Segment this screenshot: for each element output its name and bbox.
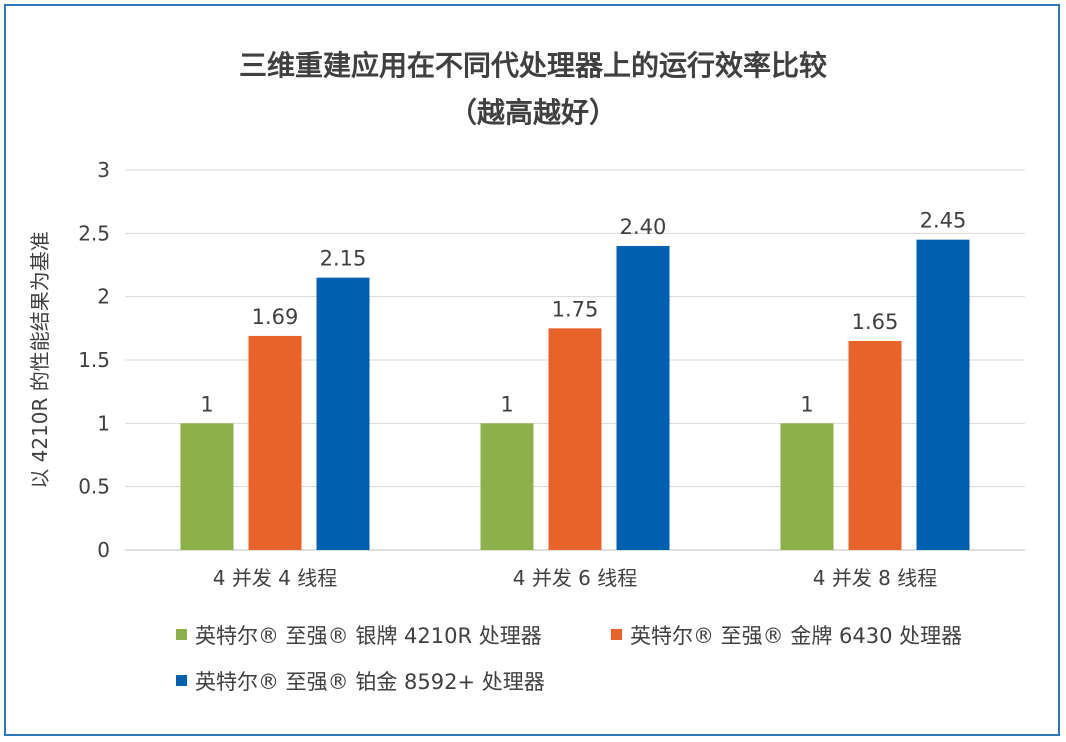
bar xyxy=(780,423,834,550)
data-label: 1 xyxy=(800,392,813,416)
legend-label: 英特尔® 至强® 银牌 4210R 处理器 xyxy=(195,624,542,648)
bar xyxy=(248,335,302,550)
chart-subtitle: （越高越好） xyxy=(449,96,617,129)
y-axis-label: 以 4210R 的性能结果为基准 xyxy=(28,231,52,489)
data-label: 1.65 xyxy=(852,310,899,334)
data-label: 2.45 xyxy=(920,209,967,233)
y-tick-label: 1 xyxy=(97,411,110,435)
bar xyxy=(916,239,970,550)
legend-swatch xyxy=(176,629,187,640)
y-tick-label: 3 xyxy=(97,158,110,182)
x-tick-label: 4 并发 6 线程 xyxy=(513,566,638,590)
bar xyxy=(480,423,534,550)
data-label: 1 xyxy=(500,392,513,416)
data-label: 1.69 xyxy=(252,305,299,329)
legend-label: 英特尔® 至强® 铂金 8592+ 处理器 xyxy=(195,670,545,694)
y-tick-label: 2 xyxy=(97,285,110,309)
y-tick-label: 0.5 xyxy=(78,475,110,499)
y-tick-label: 2.5 xyxy=(78,221,110,245)
legend-swatch xyxy=(611,629,622,640)
data-label: 1.75 xyxy=(552,297,599,321)
data-label: 1 xyxy=(200,392,213,416)
bar xyxy=(180,423,234,550)
legend-swatch xyxy=(176,675,187,686)
data-label: 2.40 xyxy=(620,215,667,239)
legend-label: 英特尔® 至强® 金牌 6430 处理器 xyxy=(630,624,962,648)
bar xyxy=(548,328,602,550)
y-tick-label: 1.5 xyxy=(78,348,110,372)
chart-title: 三维重建应用在不同代处理器上的运行效率比较 xyxy=(239,49,827,82)
bar xyxy=(616,246,670,550)
x-tick-label: 4 并发 8 线程 xyxy=(813,566,938,590)
y-tick-label: 0 xyxy=(97,538,110,562)
bar xyxy=(848,341,902,550)
x-tick-label: 4 并发 4 线程 xyxy=(213,566,338,590)
data-label: 2.15 xyxy=(320,247,367,271)
bar xyxy=(316,277,370,550)
